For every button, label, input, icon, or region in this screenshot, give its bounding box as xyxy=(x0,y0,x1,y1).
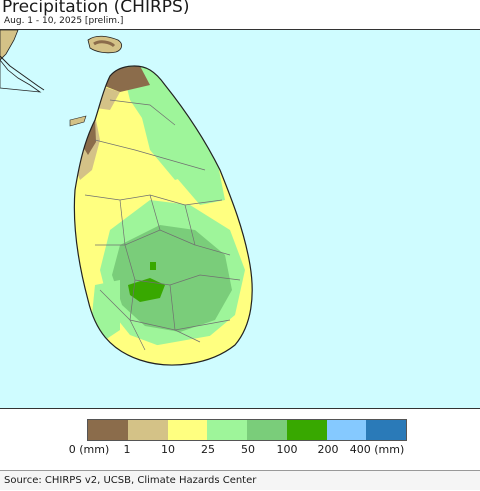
legend-swatch xyxy=(167,420,208,440)
legend-label: 200 xyxy=(317,443,339,456)
jaffna-peninsula xyxy=(87,35,122,54)
ocean xyxy=(0,30,480,408)
legend-swatch xyxy=(207,420,247,440)
legend-label: 400 (mm) xyxy=(349,443,405,456)
map-subtitle: Aug. 1 - 10, 2025 [prelim.] xyxy=(4,16,124,26)
india-coast xyxy=(0,30,19,61)
source-credit: Source: CHIRPS v2, UCSB, Climate Hazards… xyxy=(0,470,480,490)
legend-swatch xyxy=(326,420,367,440)
district-boundaries xyxy=(84,99,241,351)
legend-label: 1 xyxy=(123,443,131,456)
india-coastline xyxy=(0,59,42,93)
legend-label: 0 (mm) xyxy=(68,443,110,456)
legend-label: 25 xyxy=(201,443,215,456)
mannar-island xyxy=(69,115,87,127)
legend-label: 10 xyxy=(161,443,175,456)
india-shoreline xyxy=(0,55,45,91)
legend-label: 100 xyxy=(276,443,298,456)
legend-swatch xyxy=(88,420,128,440)
map-canvas xyxy=(0,30,480,408)
legend-swatch xyxy=(247,420,287,440)
legend-swatch xyxy=(286,420,327,440)
legend-swatch xyxy=(127,420,168,440)
jaffna-dry-strip xyxy=(93,40,116,48)
legend-label: 50 xyxy=(241,443,255,456)
legend-swatch xyxy=(366,420,406,440)
precipitation-map xyxy=(0,29,480,409)
map-title: Precipitation (CHIRPS) xyxy=(2,0,190,17)
legend-labels: 0 (mm) 1 10 25 50 100 200 400 (mm) xyxy=(0,443,480,457)
color-legend xyxy=(87,419,407,441)
